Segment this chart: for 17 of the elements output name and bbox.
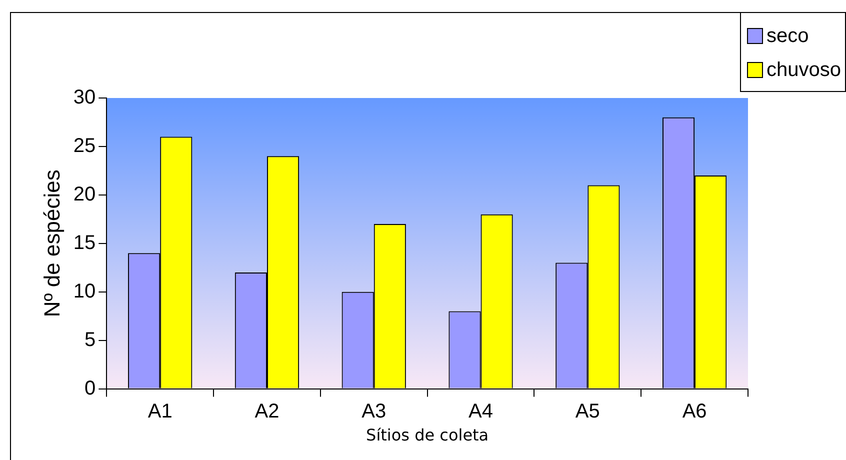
x-tick-label: A1 — [148, 400, 172, 422]
y-tick-label: 25 — [73, 134, 96, 157]
x-tick-label: A4 — [468, 400, 494, 422]
y-tick-label: 20 — [73, 183, 96, 206]
y-tick-label: 30 — [73, 86, 96, 109]
legend-label: seco — [766, 24, 809, 48]
y-tick-label: 10 — [73, 280, 96, 302]
y-tick-label: 0 — [84, 377, 96, 400]
x-tick-label: A5 — [575, 400, 600, 422]
text: chuvoso — [766, 58, 841, 82]
x-tick-label: A3 — [362, 400, 386, 422]
x-axis-title: Sítios de coleta — [366, 426, 489, 445]
y-axis-title: Nº de espécies — [39, 170, 64, 318]
y-tick-label: 5 — [84, 328, 96, 351]
y-tick-label: 15 — [73, 232, 96, 254]
x-tick-label: A2 — [254, 400, 280, 422]
x-tick-label: A6 — [682, 400, 707, 422]
